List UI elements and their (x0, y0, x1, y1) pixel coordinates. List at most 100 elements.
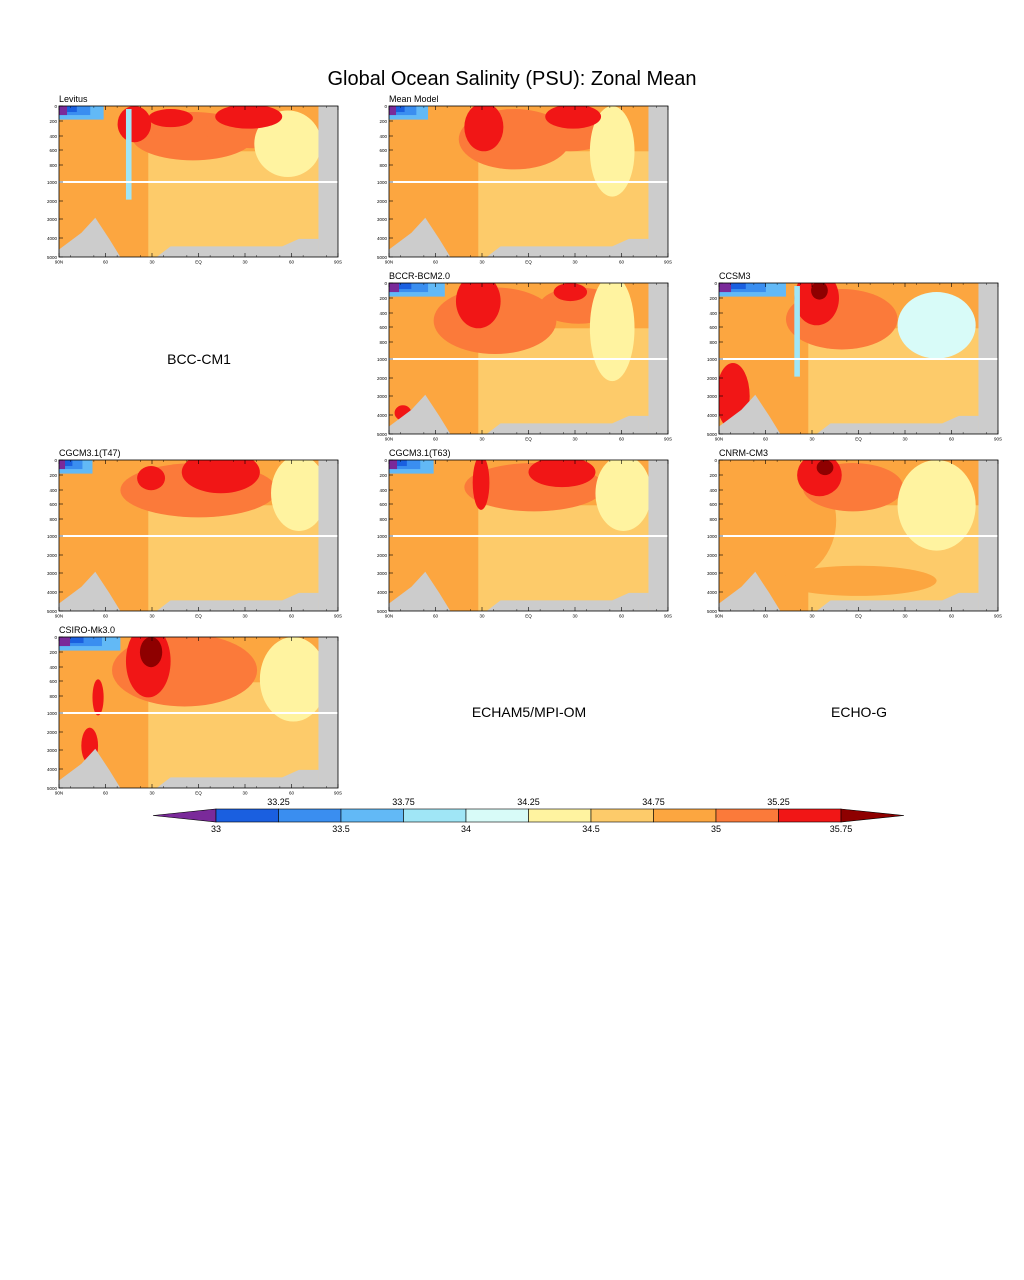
x-tick-label: 90S (994, 614, 1002, 619)
panel-label: CCSM3 (719, 271, 751, 281)
colorbar-box (465, 808, 529, 823)
x-tick-label: 30 (149, 614, 155, 619)
y-tick-label: 2000 (47, 553, 58, 558)
seafloor (486, 238, 649, 257)
x-tick-label: EQ (525, 260, 532, 265)
colorbar-box (528, 808, 592, 823)
fresh-tongue (589, 283, 635, 382)
colorbar-lower-label: 35.75 (830, 824, 853, 834)
fresh-tongue (589, 106, 635, 197)
y-tick-label: 4000 (47, 590, 58, 595)
fresh-tongue (897, 292, 976, 359)
x-tick-label: 30 (479, 260, 485, 265)
salinity-field (719, 283, 998, 434)
panel-label: CGCM3.1(T63) (389, 448, 451, 458)
x-tick-label: 30 (479, 614, 485, 619)
y-tick-label: 800 (709, 340, 717, 345)
y-tick-label: 400 (49, 134, 57, 139)
salinity-maximum (472, 460, 490, 510)
missing-model-echam5: ECHAM5/MPI-OM (471, 704, 587, 720)
surface-fresh (59, 460, 73, 467)
y-tick-label: 400 (709, 488, 717, 493)
x-tick-label: 30 (479, 437, 485, 442)
surface-fresh (719, 283, 746, 290)
y-tick-label: 2000 (377, 376, 388, 381)
panel-bccr-bcm2: BCCR-BCM2.0 0 200 400 600 800 1000 2000 3000 4000… (377, 271, 672, 442)
x-tick-label: 60 (619, 260, 625, 265)
x-tick-label: 60 (289, 791, 295, 796)
seafloor (59, 571, 121, 611)
x-tick-label: 30 (242, 791, 248, 796)
y-tick-label: 5000 (47, 255, 58, 260)
y-tick-label: 200 (379, 473, 387, 478)
x-tick-label: 60 (289, 260, 295, 265)
salinity-field (59, 106, 338, 257)
salinity-maximum (455, 283, 501, 329)
y-tick-label: 3000 (377, 217, 388, 222)
deep-anomaly (780, 565, 937, 596)
x-tick-label: 90N (55, 614, 63, 619)
y-tick-label: 4000 (707, 413, 718, 418)
y-tick-label: 3000 (377, 394, 388, 399)
y-tick-label: 800 (49, 694, 57, 699)
x-tick-label: EQ (855, 437, 862, 442)
surface-fresh (389, 460, 407, 467)
colorbar-box (715, 808, 779, 823)
seafloor (389, 217, 451, 257)
x-tick-label: 60 (433, 437, 439, 442)
colorbar-box (590, 808, 654, 823)
y-tick-label: 5000 (377, 432, 388, 437)
x-tick-label: 90S (664, 260, 672, 265)
x-tick-label: 90N (385, 437, 393, 442)
salinity-maximum (545, 106, 602, 129)
depth-break-line (389, 181, 668, 183)
salinity-field (389, 283, 668, 434)
y-tick-label: 400 (379, 311, 387, 316)
x-tick-label: 60 (103, 260, 109, 265)
y-tick-label: 2000 (377, 553, 388, 558)
colorbar-high-triangle (840, 808, 905, 823)
y-tick-label: 0 (384, 281, 387, 286)
y-tick-label: 5000 (47, 786, 58, 791)
panel-csiro-mk3: CSIRO-Mk3.0 0 200 400 600 800 1000 2000 3000 4000… (47, 625, 342, 796)
seafloor (156, 238, 319, 257)
x-tick-label: 90S (334, 791, 342, 796)
panel-label: CNRM-CM3 (719, 448, 768, 458)
colorbar-upper-label: 33.25 (267, 797, 290, 807)
salinity-maximum (464, 106, 504, 152)
x-tick-label: EQ (525, 437, 532, 442)
y-tick-label: 400 (379, 134, 387, 139)
seafloor (59, 217, 121, 257)
y-tick-label: 600 (49, 502, 57, 507)
salinity-field (59, 637, 338, 788)
y-tick-label: 800 (379, 340, 387, 345)
depth-break-line (59, 181, 338, 183)
x-tick-label: 90N (55, 791, 63, 796)
y-tick-label: 400 (49, 665, 57, 670)
x-tick-label: 30 (149, 260, 155, 265)
colorbar: 33.25 33.75 34.25 34.75 35.25 33 33.5 34 34.5 35 3… (152, 797, 905, 834)
y-tick-label: 0 (54, 458, 57, 463)
y-tick-label: 3000 (47, 748, 58, 753)
x-tick-label: 30 (242, 614, 248, 619)
panel-label: CSIRO-Mk3.0 (59, 625, 116, 635)
seafloor (486, 415, 649, 434)
x-tick-label: 60 (949, 614, 955, 619)
y-tick-label: 4000 (47, 767, 58, 772)
missing-model-bcc-cm1: BCC-CM1 (167, 351, 231, 367)
x-tick-label: 60 (433, 614, 439, 619)
depth-break-line (389, 535, 668, 537)
x-tick-label: 90N (385, 260, 393, 265)
colorbar-low-triangle (152, 808, 217, 823)
y-tick-label: 1000 (707, 357, 718, 362)
surface-fresh (389, 460, 398, 470)
y-tick-label: 800 (49, 163, 57, 168)
fresh-tongue (254, 110, 322, 177)
y-tick-label: 2000 (707, 553, 718, 558)
x-tick-label: 30 (572, 614, 578, 619)
y-tick-label: 0 (714, 281, 717, 286)
y-tick-label: 5000 (47, 609, 58, 614)
